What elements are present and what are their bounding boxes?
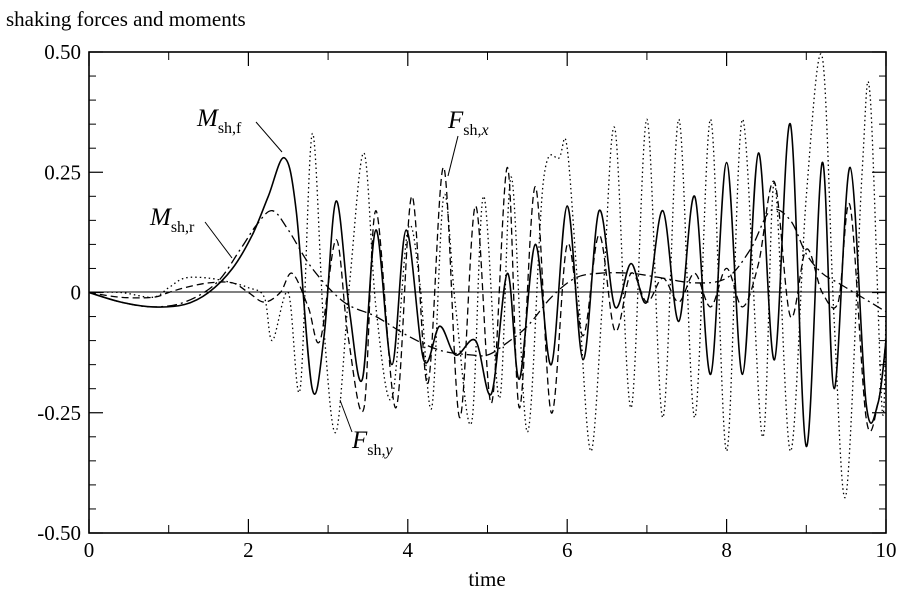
series-label-msh-f: Msh,f [196,105,242,137]
series-label-fsh-x-subit: x [481,122,489,139]
y-tick-label: 0.50 [44,40,81,64]
x-tick-label: 2 [243,538,254,562]
x-axis-title: time [468,567,505,591]
x-tick-label: 6 [562,538,573,562]
leader-line-fsh-y [339,399,353,433]
y-tick-label: -0.25 [37,401,81,425]
series-label-fsh-x-main: F [447,107,464,134]
series-label-fsh-y-main: F [351,427,368,454]
series-line-0 [88,123,887,448]
series-label-group-msh-r: Msh,r [149,204,233,259]
x-tick-label: 4 [403,538,414,562]
ticks [88,51,887,534]
leader-line-msh-f [255,121,283,153]
y-tick-label: 0.25 [44,160,81,184]
chart-title: shaking forces and moments [6,7,246,31]
x-tick-label: 10 [876,538,897,562]
series-label-msh-r: Msh,r [149,204,195,236]
series-label-msh-r-main: M [149,204,172,231]
series-label-fsh-x-sub: sh, [463,122,481,139]
series-line-3 [88,53,887,499]
series-lines [88,53,887,499]
leader-line-msh-r [204,221,233,259]
y-tick-label: -0.50 [37,521,81,545]
series-label-group-fsh-x: Fsh,x [447,107,489,177]
x-tick-label: 8 [721,538,732,562]
series-label-group-fsh-y: Fsh,y [339,399,394,459]
series-label-msh-f-sub: sh,f [218,120,242,137]
tick-labels: 0 2 4 6 8 10 0.50 0.25 0 -0.25 -0.50 [37,40,896,562]
leader-line-fsh-x [447,135,459,177]
x-tick-label: 0 [84,538,95,562]
series-label-fsh-x: Fsh,x [447,107,489,139]
series-label-fsh-y: Fsh,y [351,427,394,459]
series-label-msh-r-sub: sh,r [171,219,195,236]
series-line-2 [88,166,887,433]
y-tick-label: 0 [71,281,82,305]
series-label-fsh-y-subit: y [384,442,394,459]
series-label-group-msh-f: Msh,f [196,105,283,153]
series-label-msh-f-main: M [196,105,219,132]
series-label-fsh-y-sub: sh, [367,442,385,459]
